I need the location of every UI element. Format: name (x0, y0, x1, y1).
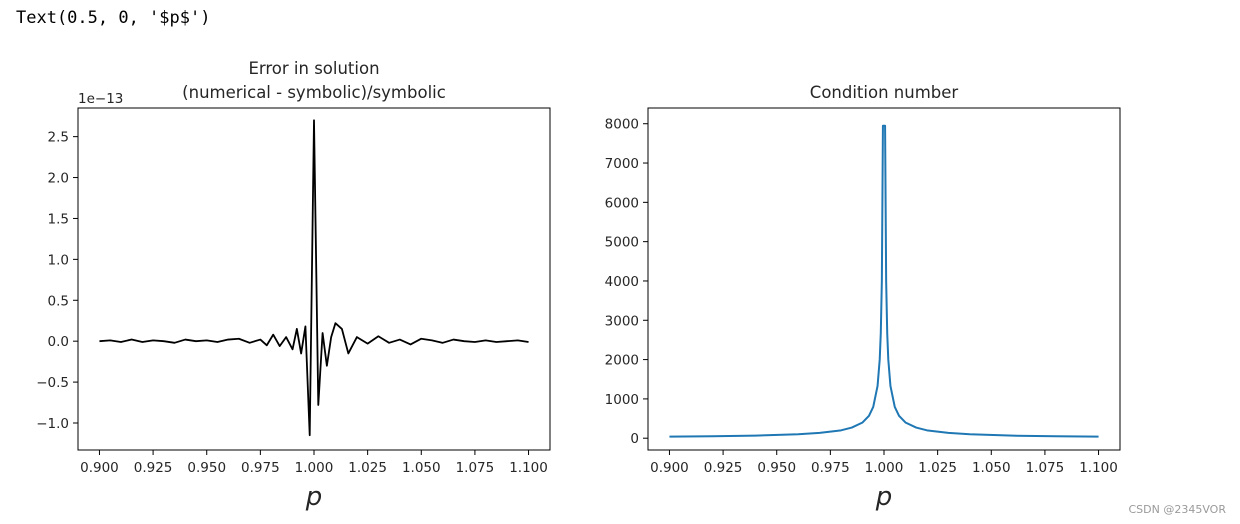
y-tick-label-condition-8: 8000 (605, 117, 639, 133)
y-tick-label-error-0: −1.0 (36, 416, 69, 432)
y-tick-label-condition-1: 1000 (605, 392, 639, 408)
x-tick-label-error-1: 0.925 (134, 460, 173, 476)
x-tick-label-condition-1: 0.925 (704, 460, 743, 476)
y-offset-text-error: 1e−13 (78, 91, 123, 107)
x-tick-label-condition-4: 1.000 (865, 460, 904, 476)
x-tick-label-condition-0: 0.900 (650, 460, 689, 476)
series-line-error-0 (99, 119, 529, 437)
axes-frame-condition (647, 107, 1121, 451)
chart-title-error-1: (numerical - symbolic)/symbolic (182, 83, 446, 102)
x-tick-label-condition-8: 1.100 (1079, 460, 1118, 476)
x-tick-label-condition-7: 1.075 (1026, 460, 1065, 476)
x-tick-label-error-7: 1.075 (456, 460, 495, 476)
x-tick-label-error-5: 1.025 (348, 460, 387, 476)
y-tick-label-error-1: −0.5 (36, 375, 69, 391)
x-tick-label-error-2: 0.950 (187, 460, 226, 476)
x-tick-label-condition-3: 0.975 (811, 460, 850, 476)
y-tick-label-condition-6: 6000 (605, 195, 639, 211)
y-tick-label-condition-4: 4000 (605, 274, 639, 290)
chart-condition: 0.900 0.925 0.950 0.975 1.000 1.025 1.050 1.075… (605, 83, 1121, 512)
x-tick-label-error-4: 1.000 (295, 460, 334, 476)
y-tick-label-error-6: 2.0 (48, 171, 69, 187)
x-tick-label-condition-6: 1.050 (972, 460, 1011, 476)
x-tick-label-error-3: 0.975 (241, 460, 280, 476)
x-axis-label-condition: p (875, 482, 893, 512)
chart-title-error-0: Error in solution (248, 59, 379, 78)
x-tick-label-condition-2: 0.950 (757, 460, 796, 476)
y-tick-label-error-3: 0.5 (48, 293, 69, 309)
x-tick-label-error-0: 0.900 (80, 460, 119, 476)
chart-title-condition-0: Condition number (810, 83, 959, 102)
cell-output-text: Text(0.5, 0, '$p$') (16, 8, 211, 28)
y-tick-label-error-7: 2.5 (48, 130, 69, 146)
series-line-condition-0 (669, 124, 1099, 438)
y-tick-label-error-4: 1.0 (48, 252, 69, 268)
x-axis-label-error: p (305, 482, 323, 512)
x-tick-label-error-6: 1.050 (402, 460, 441, 476)
chart-error: 0.900 0.925 0.950 0.975 1.000 1.025 1.050 1.075… (36, 59, 551, 512)
y-tick-label-condition-3: 3000 (605, 313, 639, 329)
watermark: CSDN @2345VOR (1128, 503, 1227, 516)
x-tick-label-error-8: 1.100 (509, 460, 548, 476)
x-tick-label-condition-5: 1.025 (918, 460, 957, 476)
y-tick-label-error-5: 1.5 (48, 211, 69, 227)
y-tick-label-condition-2: 2000 (605, 353, 639, 369)
y-tick-label-error-2: 0.0 (48, 334, 69, 350)
y-tick-label-condition-0: 0 (630, 431, 639, 447)
y-tick-label-condition-5: 5000 (605, 235, 639, 251)
y-tick-label-condition-7: 7000 (605, 156, 639, 172)
